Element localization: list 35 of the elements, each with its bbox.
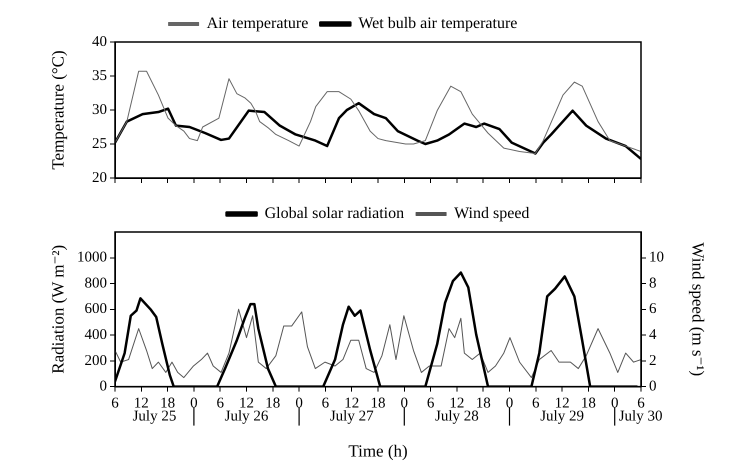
y2-tick-label: 10 xyxy=(649,250,664,266)
legend-label: Wet bulb air temperature xyxy=(358,15,518,32)
y-tick-label: 30 xyxy=(92,102,107,118)
y-tick-label: 200 xyxy=(84,352,107,369)
y-axis-title: Temperature (°C) xyxy=(48,50,68,170)
y-tick-label: 25 xyxy=(92,136,107,152)
y2-tick-label: 6 xyxy=(649,301,657,318)
y2-tick-label: 8 xyxy=(649,275,656,292)
y-tick-label: 800 xyxy=(84,275,107,292)
y2-tick-label: 4 xyxy=(649,327,657,344)
x-tick-label: 6 xyxy=(532,396,540,412)
x-tick-label: 6 xyxy=(426,396,435,412)
y-tick-label: 35 xyxy=(92,68,107,84)
y-axis-title: Radiation (W m⁻²) xyxy=(48,244,68,374)
x-tick-label: 6 xyxy=(216,396,224,412)
legend-label: Air temperature xyxy=(206,15,308,32)
x-tick-label: 0 xyxy=(400,396,408,412)
y2-axis-title: Wind speed (m s⁻¹) xyxy=(688,242,708,376)
x-tick-label: 6 xyxy=(111,396,120,412)
x-axis-title: Time (h) xyxy=(348,441,408,460)
y-tick-label: 600 xyxy=(84,301,107,318)
y-tick-label: 400 xyxy=(84,327,107,344)
x-tick-label: 0 xyxy=(506,396,514,412)
x-tick-label: 6 xyxy=(322,396,330,412)
y2-tick-label: 2 xyxy=(649,352,656,369)
y-tick-label: 0 xyxy=(100,378,107,395)
y2-tick-label: 0 xyxy=(649,378,656,395)
legend-label: Global solar radiation xyxy=(264,205,404,222)
y-tick-label: 1000 xyxy=(77,250,107,266)
y-tick-label: 40 xyxy=(92,34,107,50)
x-tick-label: 0 xyxy=(295,396,303,412)
legend-label: Wind speed xyxy=(454,205,530,222)
x-tick-label: 0 xyxy=(610,396,618,412)
y-tick-label: 20 xyxy=(92,170,107,186)
x-tick-label: 0 xyxy=(190,396,198,412)
